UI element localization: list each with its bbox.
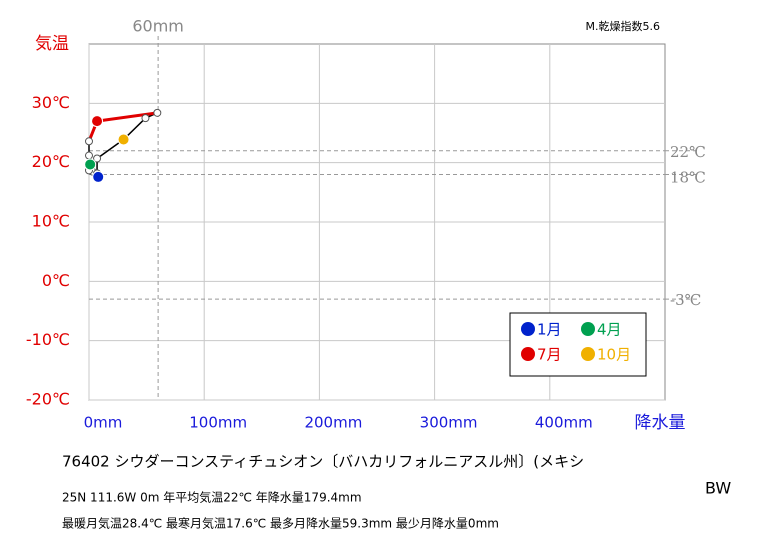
y-tick-label: -20℃ [26, 390, 70, 409]
y-tick-label: 10℃ [32, 212, 70, 231]
x-tick-label: 400mm [535, 414, 593, 432]
info-line: 最暖月気温28.4℃ 最寒月気温17.6℃ 最多月降水量59.3mm 最少月降水… [62, 516, 499, 531]
x-tick-label: 100mm [189, 414, 247, 432]
legend-label: 1月 [537, 321, 562, 339]
month-point [84, 158, 97, 171]
legend-label: 4月 [597, 321, 622, 339]
legend-marker [581, 347, 595, 361]
y-tick-label: -10℃ [26, 330, 70, 349]
reference-label: 18℃ [670, 169, 706, 187]
info-line: 25N 111.6W 0m 年平均気温22℃ 年降水量179.4mm [62, 490, 362, 505]
month-point [153, 108, 162, 117]
y-tick-label: 20℃ [32, 152, 70, 171]
station: 76402 シウダーコンスティチュシオン〔バハカリフォルニアスル州〕(メキシ [62, 453, 584, 471]
legend-label: 10月 [597, 346, 631, 364]
month-point [85, 151, 93, 160]
x-tick-label: 300mm [420, 414, 478, 432]
month-point [93, 154, 102, 163]
legend [509, 312, 647, 377]
x-tick-label: 200mm [304, 414, 362, 432]
month-point [85, 137, 93, 146]
y-tick-label: 0℃ [42, 271, 70, 290]
reference-label: 22℃ [670, 143, 706, 161]
y-axis-label: 気温 [35, 34, 69, 54]
reference-label: -3℃ [670, 291, 701, 309]
y-tick-label: 30℃ [32, 93, 70, 112]
legend-marker [521, 322, 535, 336]
month-point [91, 115, 104, 128]
legend-marker [581, 322, 595, 336]
dryness-index: M.乾燥指数5.6 [586, 19, 660, 33]
x-axis-label: 降水量 [635, 413, 686, 433]
climate-class: BW [705, 479, 731, 498]
legend-label: 7月 [537, 346, 562, 364]
month-point [117, 133, 130, 146]
month-point [92, 170, 105, 183]
month-point [141, 114, 150, 123]
x-tick-label: 0mm [84, 414, 123, 432]
reference-label: 60mm [132, 17, 184, 36]
legend-marker [521, 347, 535, 361]
